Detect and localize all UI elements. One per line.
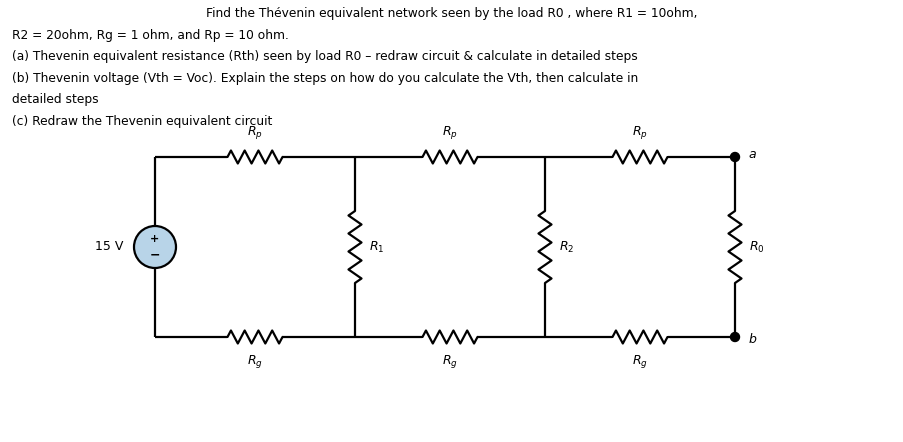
Text: $R_2$: $R_2$: [558, 240, 573, 255]
Circle shape: [134, 226, 176, 268]
Text: $R_p$: $R_p$: [442, 124, 458, 141]
Text: +: +: [150, 234, 160, 244]
Text: $b$: $b$: [747, 332, 757, 346]
Text: $R_p$: $R_p$: [631, 124, 647, 141]
Text: $R_1$: $R_1$: [368, 240, 384, 255]
Text: $a$: $a$: [747, 149, 756, 161]
Text: $R_g$: $R_g$: [631, 353, 647, 370]
Text: (c) Redraw the Thevenin equivalent circuit: (c) Redraw the Thevenin equivalent circu…: [12, 114, 272, 127]
Text: $R_g$: $R_g$: [247, 353, 263, 370]
Text: $R_g$: $R_g$: [442, 353, 458, 370]
Text: −: −: [150, 248, 160, 262]
Text: Find the Thévenin equivalent network seen by the load R0 , where R1 = 10ohm,: Find the Thévenin equivalent network see…: [206, 7, 697, 20]
Text: (a) Thevenin equivalent resistance (Rth) seen by load R0 – redraw circuit & calc: (a) Thevenin equivalent resistance (Rth)…: [12, 50, 637, 63]
Text: detailed steps: detailed steps: [12, 93, 98, 106]
Text: (b) Thevenin voltage (Vth = Voc). Explain the steps on how do you calculate the : (b) Thevenin voltage (Vth = Voc). Explai…: [12, 72, 638, 84]
Text: $R_0$: $R_0$: [749, 240, 764, 255]
Text: $R_p$: $R_p$: [247, 124, 263, 141]
Circle shape: [730, 152, 739, 161]
Text: R2 = 20ohm, Rg = 1 ohm, and Rp = 10 ohm.: R2 = 20ohm, Rg = 1 ohm, and Rp = 10 ohm.: [12, 28, 289, 42]
Text: 15 V: 15 V: [95, 240, 123, 254]
Circle shape: [730, 332, 739, 342]
